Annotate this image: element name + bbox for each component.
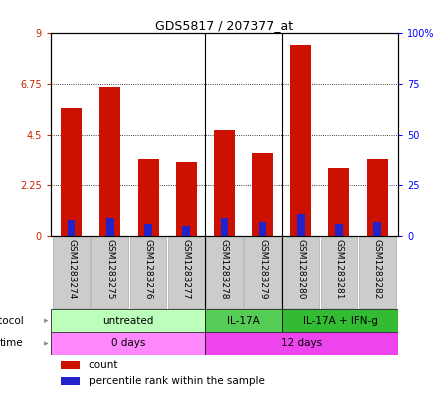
Bar <box>61 108 82 236</box>
Bar <box>252 152 273 236</box>
Text: 0 days: 0 days <box>110 338 145 349</box>
Text: protocol: protocol <box>0 316 24 326</box>
Text: IL-17A + IFN-g: IL-17A + IFN-g <box>303 316 378 326</box>
FancyBboxPatch shape <box>92 237 128 308</box>
Text: IL-17A: IL-17A <box>227 316 260 326</box>
Text: time: time <box>0 338 24 349</box>
Bar <box>176 162 197 236</box>
FancyBboxPatch shape <box>206 237 243 308</box>
Bar <box>137 159 158 236</box>
Bar <box>329 168 349 236</box>
Bar <box>214 130 235 236</box>
Bar <box>374 222 381 236</box>
Text: untreated: untreated <box>102 316 154 326</box>
FancyBboxPatch shape <box>168 237 205 308</box>
FancyBboxPatch shape <box>321 237 357 308</box>
Title: GDS5817 / 207377_at: GDS5817 / 207377_at <box>155 19 293 32</box>
Text: GSM1283275: GSM1283275 <box>105 239 114 300</box>
FancyBboxPatch shape <box>359 237 396 308</box>
Bar <box>335 224 343 236</box>
Text: count: count <box>89 360 118 370</box>
FancyBboxPatch shape <box>244 237 281 308</box>
Text: GSM1283274: GSM1283274 <box>67 239 76 300</box>
Text: GSM1283277: GSM1283277 <box>182 239 191 300</box>
FancyBboxPatch shape <box>282 309 398 332</box>
Text: 12 days: 12 days <box>281 338 322 349</box>
Bar <box>144 224 152 236</box>
Text: GSM1283279: GSM1283279 <box>258 239 267 300</box>
Bar <box>297 213 304 236</box>
FancyBboxPatch shape <box>51 309 205 332</box>
Text: GSM1283282: GSM1283282 <box>373 239 381 300</box>
Bar <box>259 222 266 236</box>
Text: GSM1283281: GSM1283281 <box>334 239 344 300</box>
Text: GSM1283276: GSM1283276 <box>143 239 153 300</box>
Bar <box>68 220 75 236</box>
FancyBboxPatch shape <box>51 332 205 355</box>
Text: percentile rank within the sample: percentile rank within the sample <box>89 376 265 386</box>
Bar <box>99 87 120 236</box>
FancyBboxPatch shape <box>205 332 398 355</box>
Bar <box>367 159 388 236</box>
Bar <box>106 218 114 236</box>
Bar <box>183 226 190 236</box>
Text: GSM1283278: GSM1283278 <box>220 239 229 300</box>
Text: GSM1283280: GSM1283280 <box>296 239 305 300</box>
Bar <box>61 361 80 369</box>
FancyBboxPatch shape <box>53 237 90 308</box>
Bar <box>290 45 311 236</box>
FancyBboxPatch shape <box>130 237 166 308</box>
FancyBboxPatch shape <box>205 309 282 332</box>
FancyBboxPatch shape <box>282 237 319 308</box>
Bar <box>220 218 228 236</box>
Bar <box>61 377 80 385</box>
